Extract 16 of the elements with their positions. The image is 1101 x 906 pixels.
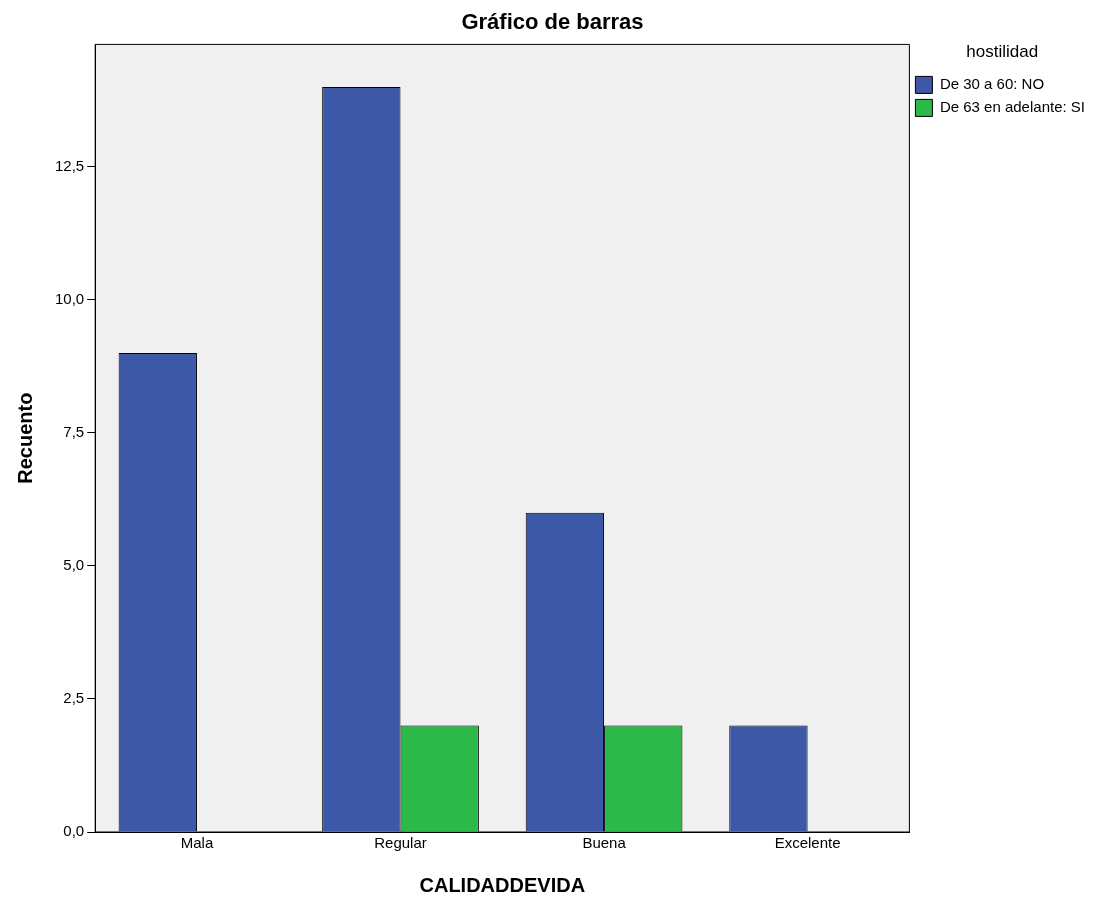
y-tick-label: 7,5 [63, 423, 85, 441]
legend-label: De 30 a 60: NO [939, 75, 1045, 93]
x-tick-label: Buena [582, 834, 627, 852]
legend-label: De 63 en adelante: SI [939, 98, 1085, 116]
x-axis-title: CALIDADDEVIDA [419, 873, 586, 896]
y-tick-label: 12,5 [54, 156, 85, 174]
x-tick-label: Mala [180, 834, 214, 852]
y-tick-label: 5,0 [63, 556, 85, 574]
chart-title: Gráfico de barras [461, 9, 644, 35]
y-tick-label: 0,0 [63, 822, 85, 840]
y-axis-title: Recuento [13, 392, 36, 484]
legend-title: hostilidad [966, 42, 1039, 62]
y-tick-label: 10,0 [54, 289, 85, 307]
x-tick-label: Excelente [774, 834, 841, 852]
y-tick-label: 2,5 [63, 689, 85, 707]
x-tick-label: Regular [374, 834, 427, 852]
